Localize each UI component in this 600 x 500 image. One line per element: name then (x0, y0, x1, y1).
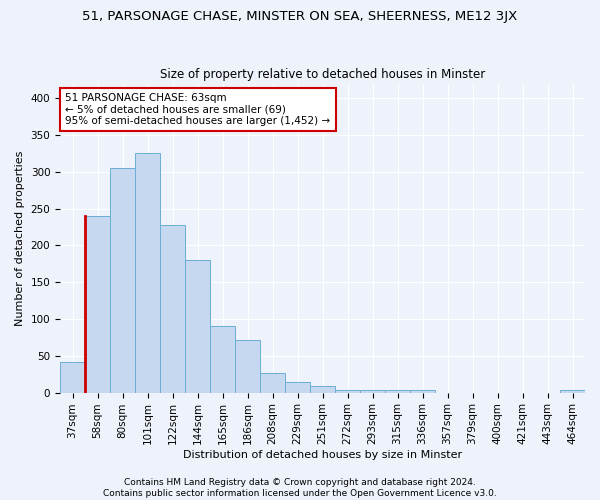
Bar (410, 390, 435, 392)
X-axis label: Distribution of detached houses by size in Minster: Distribution of detached houses by size … (183, 450, 462, 460)
Bar (210, 326, 235, 392)
Bar (235, 340, 260, 392)
Bar (310, 386, 335, 392)
Bar (135, 154, 160, 392)
Bar (85, 216, 110, 392)
Title: Size of property relative to detached houses in Minster: Size of property relative to detached ho… (160, 68, 485, 81)
Y-axis label: Number of detached properties: Number of detached properties (15, 150, 25, 326)
Bar (260, 374, 285, 392)
Text: Contains HM Land Registry data © Crown copyright and database right 2024.
Contai: Contains HM Land Registry data © Crown c… (103, 478, 497, 498)
Text: 51, PARSONAGE CHASE, MINSTER ON SEA, SHEERNESS, ME12 3JX: 51, PARSONAGE CHASE, MINSTER ON SEA, SHE… (82, 10, 518, 23)
Bar (285, 382, 310, 392)
Bar (185, 260, 210, 392)
Bar (385, 390, 410, 392)
Bar (560, 390, 585, 392)
Bar (360, 390, 385, 392)
Bar (160, 225, 185, 392)
Text: 51 PARSONAGE CHASE: 63sqm
← 5% of detached houses are smaller (69)
95% of semi-d: 51 PARSONAGE CHASE: 63sqm ← 5% of detach… (65, 93, 331, 126)
Bar (335, 390, 360, 392)
Bar (60, 362, 85, 392)
Bar (110, 168, 135, 392)
